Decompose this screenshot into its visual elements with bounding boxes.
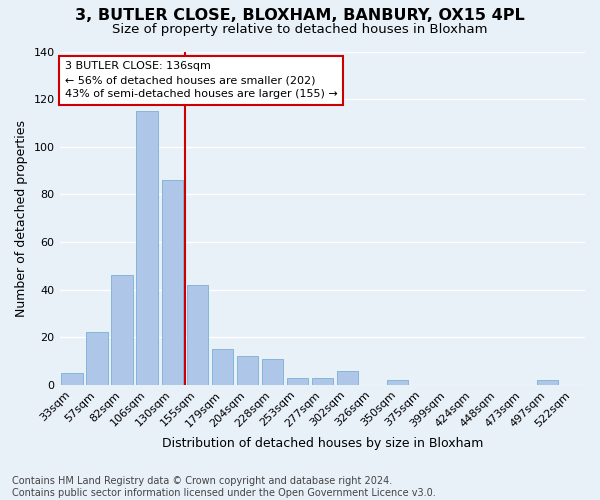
X-axis label: Distribution of detached houses by size in Bloxham: Distribution of detached houses by size … <box>161 437 483 450</box>
Bar <box>311 378 333 385</box>
Text: Contains HM Land Registry data © Crown copyright and database right 2024.
Contai: Contains HM Land Registry data © Crown c… <box>12 476 436 498</box>
Bar <box>161 180 183 385</box>
Bar <box>236 356 258 385</box>
Bar <box>86 332 108 385</box>
Bar <box>262 358 283 385</box>
Bar <box>337 370 358 385</box>
Bar <box>212 349 233 385</box>
Bar <box>136 111 158 385</box>
Bar <box>537 380 558 385</box>
Bar <box>387 380 408 385</box>
Bar <box>187 285 208 385</box>
Y-axis label: Number of detached properties: Number of detached properties <box>15 120 28 316</box>
Bar <box>61 373 83 385</box>
Bar <box>287 378 308 385</box>
Text: 3, BUTLER CLOSE, BLOXHAM, BANBURY, OX15 4PL: 3, BUTLER CLOSE, BLOXHAM, BANBURY, OX15 … <box>75 8 525 22</box>
Bar <box>112 276 133 385</box>
Text: 3 BUTLER CLOSE: 136sqm
← 56% of detached houses are smaller (202)
43% of semi-de: 3 BUTLER CLOSE: 136sqm ← 56% of detached… <box>65 62 338 100</box>
Text: Size of property relative to detached houses in Bloxham: Size of property relative to detached ho… <box>112 22 488 36</box>
